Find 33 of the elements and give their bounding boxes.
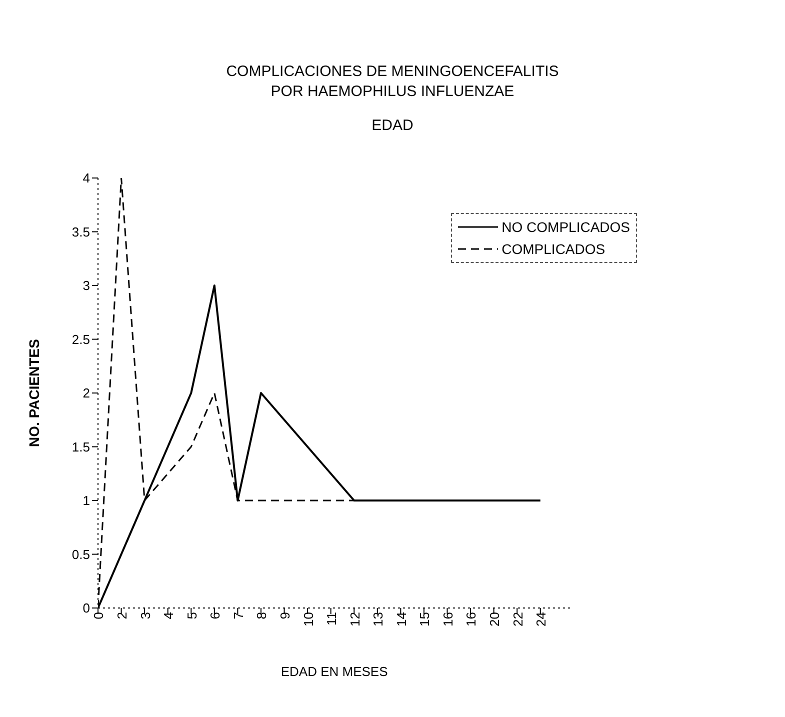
x-tick-label: 2 bbox=[114, 612, 130, 620]
y-axis-title: NO. PACIENTES bbox=[26, 339, 42, 447]
chart-title: COMPLICACIONES DE MENINGOENCEFALITIS POR HAEMOPHILUS INFLUENZAE bbox=[225, 62, 560, 102]
y-tick-label: 2 bbox=[82, 386, 90, 401]
x-tick-label: 11 bbox=[324, 612, 340, 626]
x-tick-label: 13 bbox=[370, 612, 386, 626]
x-tick-label: 14 bbox=[394, 612, 409, 626]
x-tick-label: 20 bbox=[487, 612, 502, 626]
y-tick-label: 4 bbox=[82, 170, 90, 186]
x-tick-label: 4 bbox=[161, 612, 176, 620]
x-tick-label: 15 bbox=[417, 612, 432, 626]
chart-subtitle: EDAD bbox=[370, 116, 414, 136]
y-tick-label: 2.5 bbox=[72, 332, 90, 347]
x-axis-title: EDAD EN MESES bbox=[280, 664, 388, 679]
y-tick-label: 3 bbox=[82, 278, 90, 294]
x-tick-label: 24 bbox=[534, 612, 549, 626]
legend-label: NO COMPLICADOS bbox=[502, 218, 630, 237]
x-tick-label: 5 bbox=[184, 612, 200, 620]
x-tick-label: 10 bbox=[300, 612, 316, 626]
y-tick-label: 1.5 bbox=[72, 439, 90, 454]
x-tick-label: 8 bbox=[254, 612, 270, 620]
x-tick-label: 16 bbox=[464, 612, 479, 626]
x-tick-label: 16 bbox=[440, 612, 456, 626]
legend-label: COMPLICADOS bbox=[502, 240, 606, 259]
x-tick-label: 22 bbox=[510, 612, 526, 626]
y-tick-label: 3.5 bbox=[72, 224, 90, 240]
y-tick-label: 0.5 bbox=[72, 546, 90, 562]
x-tick-label: 7 bbox=[230, 612, 246, 620]
x-tick-label: 9 bbox=[277, 612, 292, 620]
x-tick-label: 3 bbox=[138, 612, 153, 620]
x-tick-label: 12 bbox=[347, 612, 362, 626]
x-tick-label: 6 bbox=[208, 612, 223, 620]
y-tick-label: 1 bbox=[82, 493, 90, 508]
